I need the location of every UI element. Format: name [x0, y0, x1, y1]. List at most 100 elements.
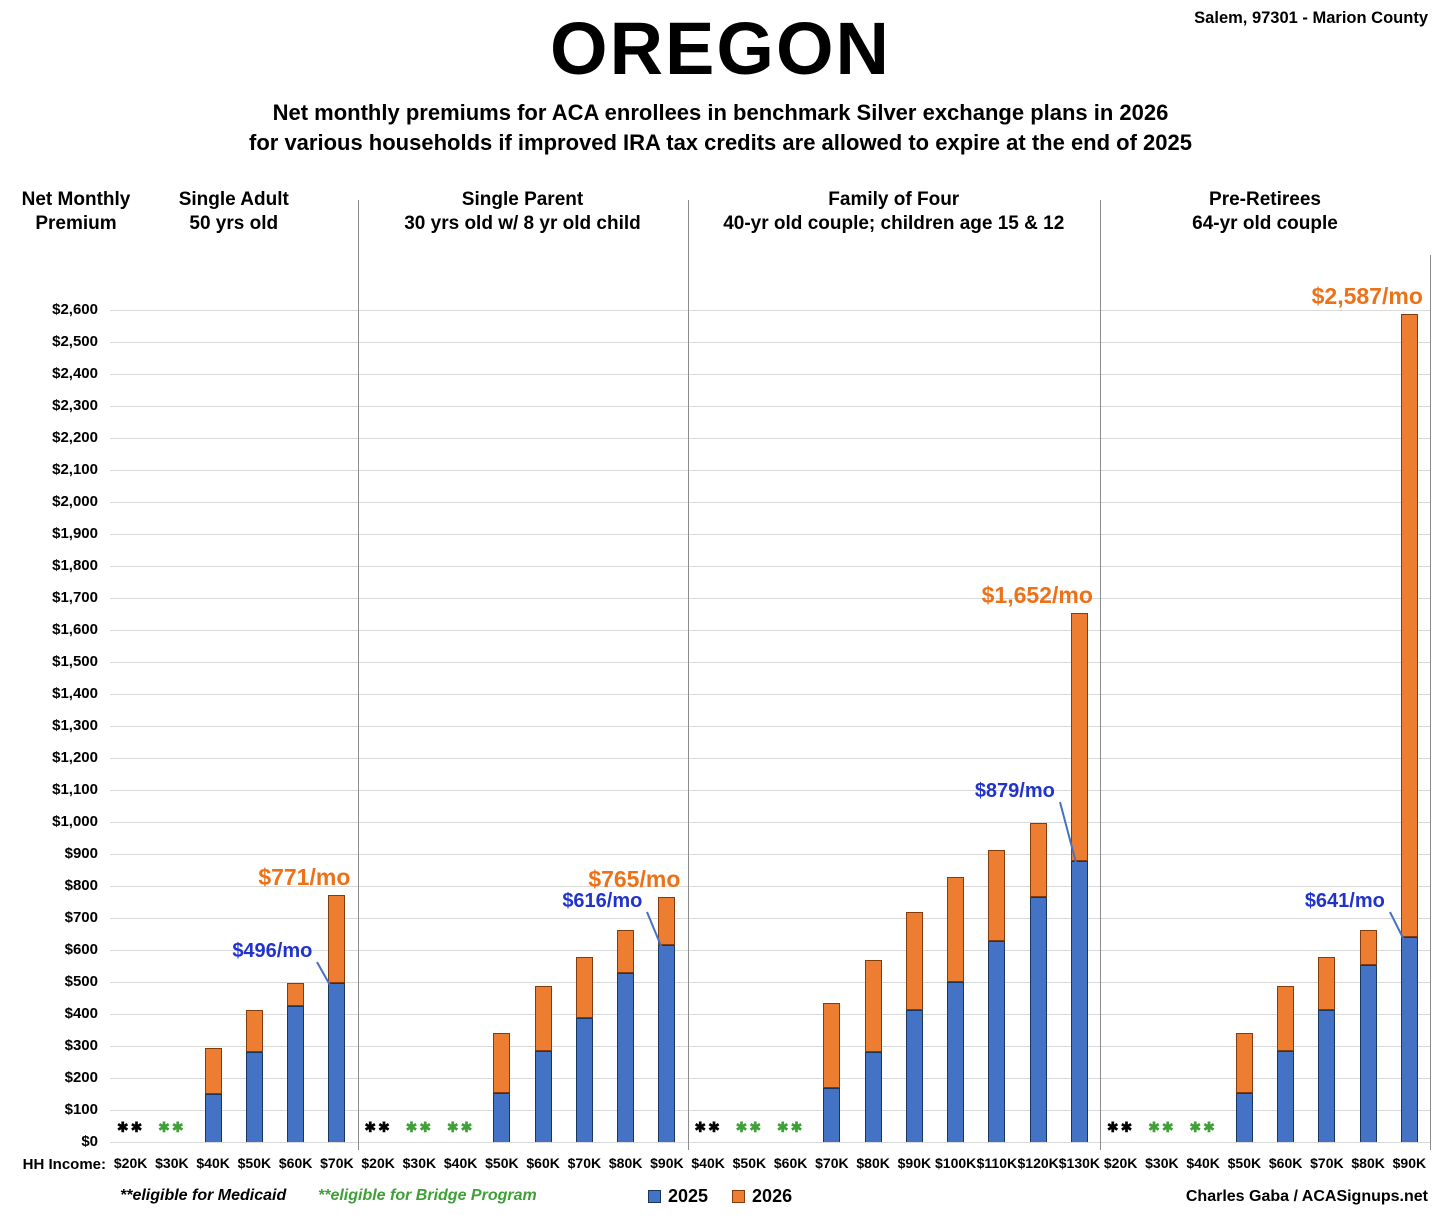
y-axis-tick-label: $800: [64, 877, 98, 894]
bridge-eligibility-marker: ✱✱: [776, 1119, 805, 1135]
gridline: [110, 310, 1430, 311]
y-axis-tick-label: $2,000: [52, 493, 98, 510]
income-label: $30K: [1145, 1155, 1179, 1171]
y-axis-tick-label: $500: [64, 973, 98, 990]
gridline: [110, 1142, 1430, 1143]
callout-2025: $616/mo: [562, 889, 643, 912]
bar-2026: [1359, 930, 1377, 966]
y-axis-tick-label: $2,300: [52, 397, 98, 414]
bar-2026: [534, 985, 552, 1051]
bar-2026: [864, 959, 882, 1052]
bar-2026: [1235, 1032, 1253, 1094]
gridline: [110, 1046, 1430, 1047]
legend-item-2026: 2026: [732, 1186, 792, 1207]
y-axis-title: Net Monthly Premium: [6, 188, 146, 236]
legend-item-2025: 2025: [648, 1186, 708, 1207]
bar-2025: [1400, 936, 1418, 1142]
medicaid-eligibility-marker: ✱✱: [694, 1119, 722, 1135]
bar-2026: [1400, 314, 1418, 937]
bar-2025: [328, 983, 346, 1142]
income-label: $60K: [278, 1155, 313, 1171]
y-axis-tick-label: $2,200: [52, 429, 98, 446]
income-label: $50K: [1227, 1155, 1262, 1171]
y-axis-title-line2: Premium: [35, 213, 117, 234]
gridline: [110, 598, 1430, 599]
legend-label-2026: 2026: [752, 1186, 793, 1206]
gridline: [110, 502, 1430, 503]
chart-legend: 2025 2026: [648, 1186, 792, 1207]
panel-divider: [1100, 200, 1101, 1150]
bar-2026: [493, 1032, 511, 1094]
bar-2026: [1070, 613, 1088, 861]
bridge-eligibility-marker: ✱✱: [1148, 1119, 1176, 1135]
chart-subtitle-line2: for various households if improved IRA t…: [249, 130, 1192, 155]
bar-2025: [1277, 1050, 1295, 1142]
bar-2026: [823, 1002, 841, 1088]
bar-2026: [658, 897, 676, 945]
gridline: [110, 374, 1430, 375]
income-label: $40K: [691, 1155, 725, 1171]
y-axis-tick-label: $2,600: [52, 301, 98, 318]
bar-2026: [947, 876, 965, 983]
income-label: $50K: [732, 1155, 767, 1171]
panel-divider: [687, 200, 689, 1150]
panel-header: Pre-Retirees 64-yr old couple: [1100, 188, 1430, 236]
bar-2025: [988, 941, 1006, 1142]
bar-2025: [823, 1087, 841, 1142]
y-axis-tick-label: $600: [64, 941, 98, 958]
bar-2026: [617, 930, 635, 974]
y-axis-tick-label: $200: [64, 1069, 98, 1086]
y-axis-tick-label: $1,100: [52, 781, 98, 798]
callout-2025: $496/mo: [232, 940, 313, 963]
gridline: [110, 854, 1430, 855]
bar-2026: [328, 895, 346, 984]
bar-2026: [1318, 957, 1336, 1010]
bar-2025: [493, 1093, 511, 1142]
legend-label-2025: 2025: [668, 1186, 709, 1206]
income-label: $70K: [567, 1155, 602, 1171]
panel-header-line1: Single Parent: [461, 189, 584, 210]
income-label: $60K: [526, 1155, 560, 1171]
y-axis-tick-label: $1,000: [52, 813, 98, 830]
y-axis-tick-label: $2,400: [52, 365, 98, 382]
medicaid-eligibility-marker: ✱✱: [1106, 1119, 1135, 1135]
panel-header-line2: 30 yrs old w/ 8 yr old child: [404, 213, 641, 234]
panel-header: Family of Four 40-yr old couple; children…: [688, 188, 1101, 236]
gridline: [110, 790, 1430, 791]
income-label: $70K: [815, 1155, 849, 1171]
medicaid-eligibility-marker: ✱✱: [364, 1119, 392, 1135]
gridline: [110, 950, 1430, 951]
chart-title: OREGON: [550, 7, 891, 90]
gridline: [110, 406, 1430, 407]
income-label: $90K: [1392, 1155, 1427, 1171]
panel-header-line2: 64-yr old couple: [1192, 213, 1338, 234]
bar-2025: [287, 1006, 305, 1142]
y-axis-tick-label: $700: [64, 909, 98, 926]
y-axis-title-line1: Net Monthly: [21, 189, 131, 210]
bar-2025: [1318, 1009, 1336, 1142]
bridge-eligibility-marker: ✱✱: [405, 1119, 434, 1135]
bar-2026: [287, 982, 305, 1007]
callout-2026: $765/mo: [588, 866, 681, 893]
gridline: [110, 694, 1430, 695]
y-axis-tick-label: $1,200: [52, 749, 98, 766]
panel-header-line1: Single Adult: [178, 189, 289, 210]
panel-header-line2: 50 yrs old: [189, 213, 279, 234]
panel-divider: [357, 200, 359, 1150]
bridge-eligibility-marker: ✱✱: [1189, 1119, 1217, 1135]
bridge-eligibility-marker: ✱✱: [446, 1119, 475, 1135]
income-label: $30K: [402, 1155, 437, 1171]
bar-2025: [905, 1009, 923, 1142]
income-label: $90K: [650, 1155, 684, 1171]
gridline: [110, 566, 1430, 567]
gridline: [110, 886, 1430, 887]
panel-header-line1: Pre-Retirees: [1209, 189, 1321, 210]
callout-2026: $1,652/mo: [981, 582, 1093, 609]
income-label: $110K: [976, 1155, 1018, 1171]
bar-2025: [1359, 965, 1377, 1142]
income-label: $30K: [155, 1155, 189, 1171]
plot-right-border: [1430, 255, 1431, 1150]
income-label: $80K: [608, 1155, 643, 1171]
gridline: [110, 438, 1430, 439]
